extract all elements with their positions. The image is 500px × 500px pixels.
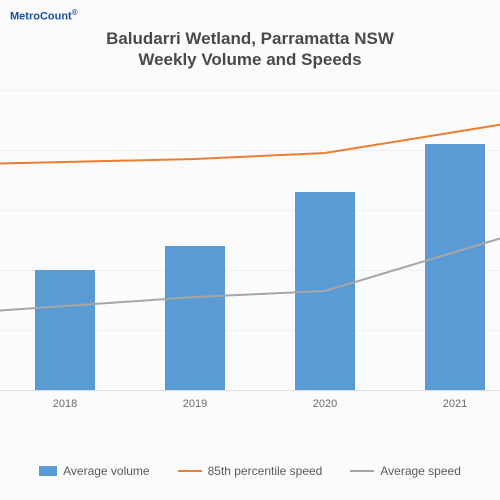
chart-title: Baludarri Wetland, Parramatta NSW Weekly… xyxy=(0,28,500,71)
legend-item-85th: 85th percentile speed xyxy=(178,464,323,478)
legend-swatch-volume xyxy=(39,466,57,476)
legend-label-85th: 85th percentile speed xyxy=(208,464,323,478)
x-axis-label: 2021 xyxy=(443,398,467,410)
chart-title-line1: Baludarri Wetland, Parramatta NSW xyxy=(0,28,500,49)
legend-item-volume: Average volume xyxy=(39,464,150,478)
legend: Average volume 85th percentile speed Ave… xyxy=(0,464,500,478)
brand-logo-text: MetroCount xyxy=(10,11,72,23)
chart-title-line2: Weekly Volume and Speeds xyxy=(0,49,500,70)
x-axis-label: 2020 xyxy=(313,398,337,410)
brand-logo-symbol: ® xyxy=(72,8,78,17)
line-average-speed xyxy=(0,237,500,311)
line-85th-speed xyxy=(0,124,500,164)
legend-label-volume: Average volume xyxy=(63,464,150,478)
plot-area xyxy=(0,90,500,391)
chart-area: 2018 2019 2020 2021 xyxy=(0,90,500,420)
line-overlay xyxy=(0,90,500,390)
legend-swatch-avgspeed xyxy=(350,470,374,472)
chart-frame: MetroCount® Baludarri Wetland, Parramatt… xyxy=(0,0,500,500)
x-axis-label: 2019 xyxy=(183,398,207,410)
x-axis-label: 2018 xyxy=(53,398,77,410)
brand-logo: MetroCount® xyxy=(10,8,78,23)
legend-label-avgspeed: Average speed xyxy=(380,464,461,478)
legend-swatch-85th xyxy=(178,470,202,472)
legend-item-avgspeed: Average speed xyxy=(350,464,461,478)
